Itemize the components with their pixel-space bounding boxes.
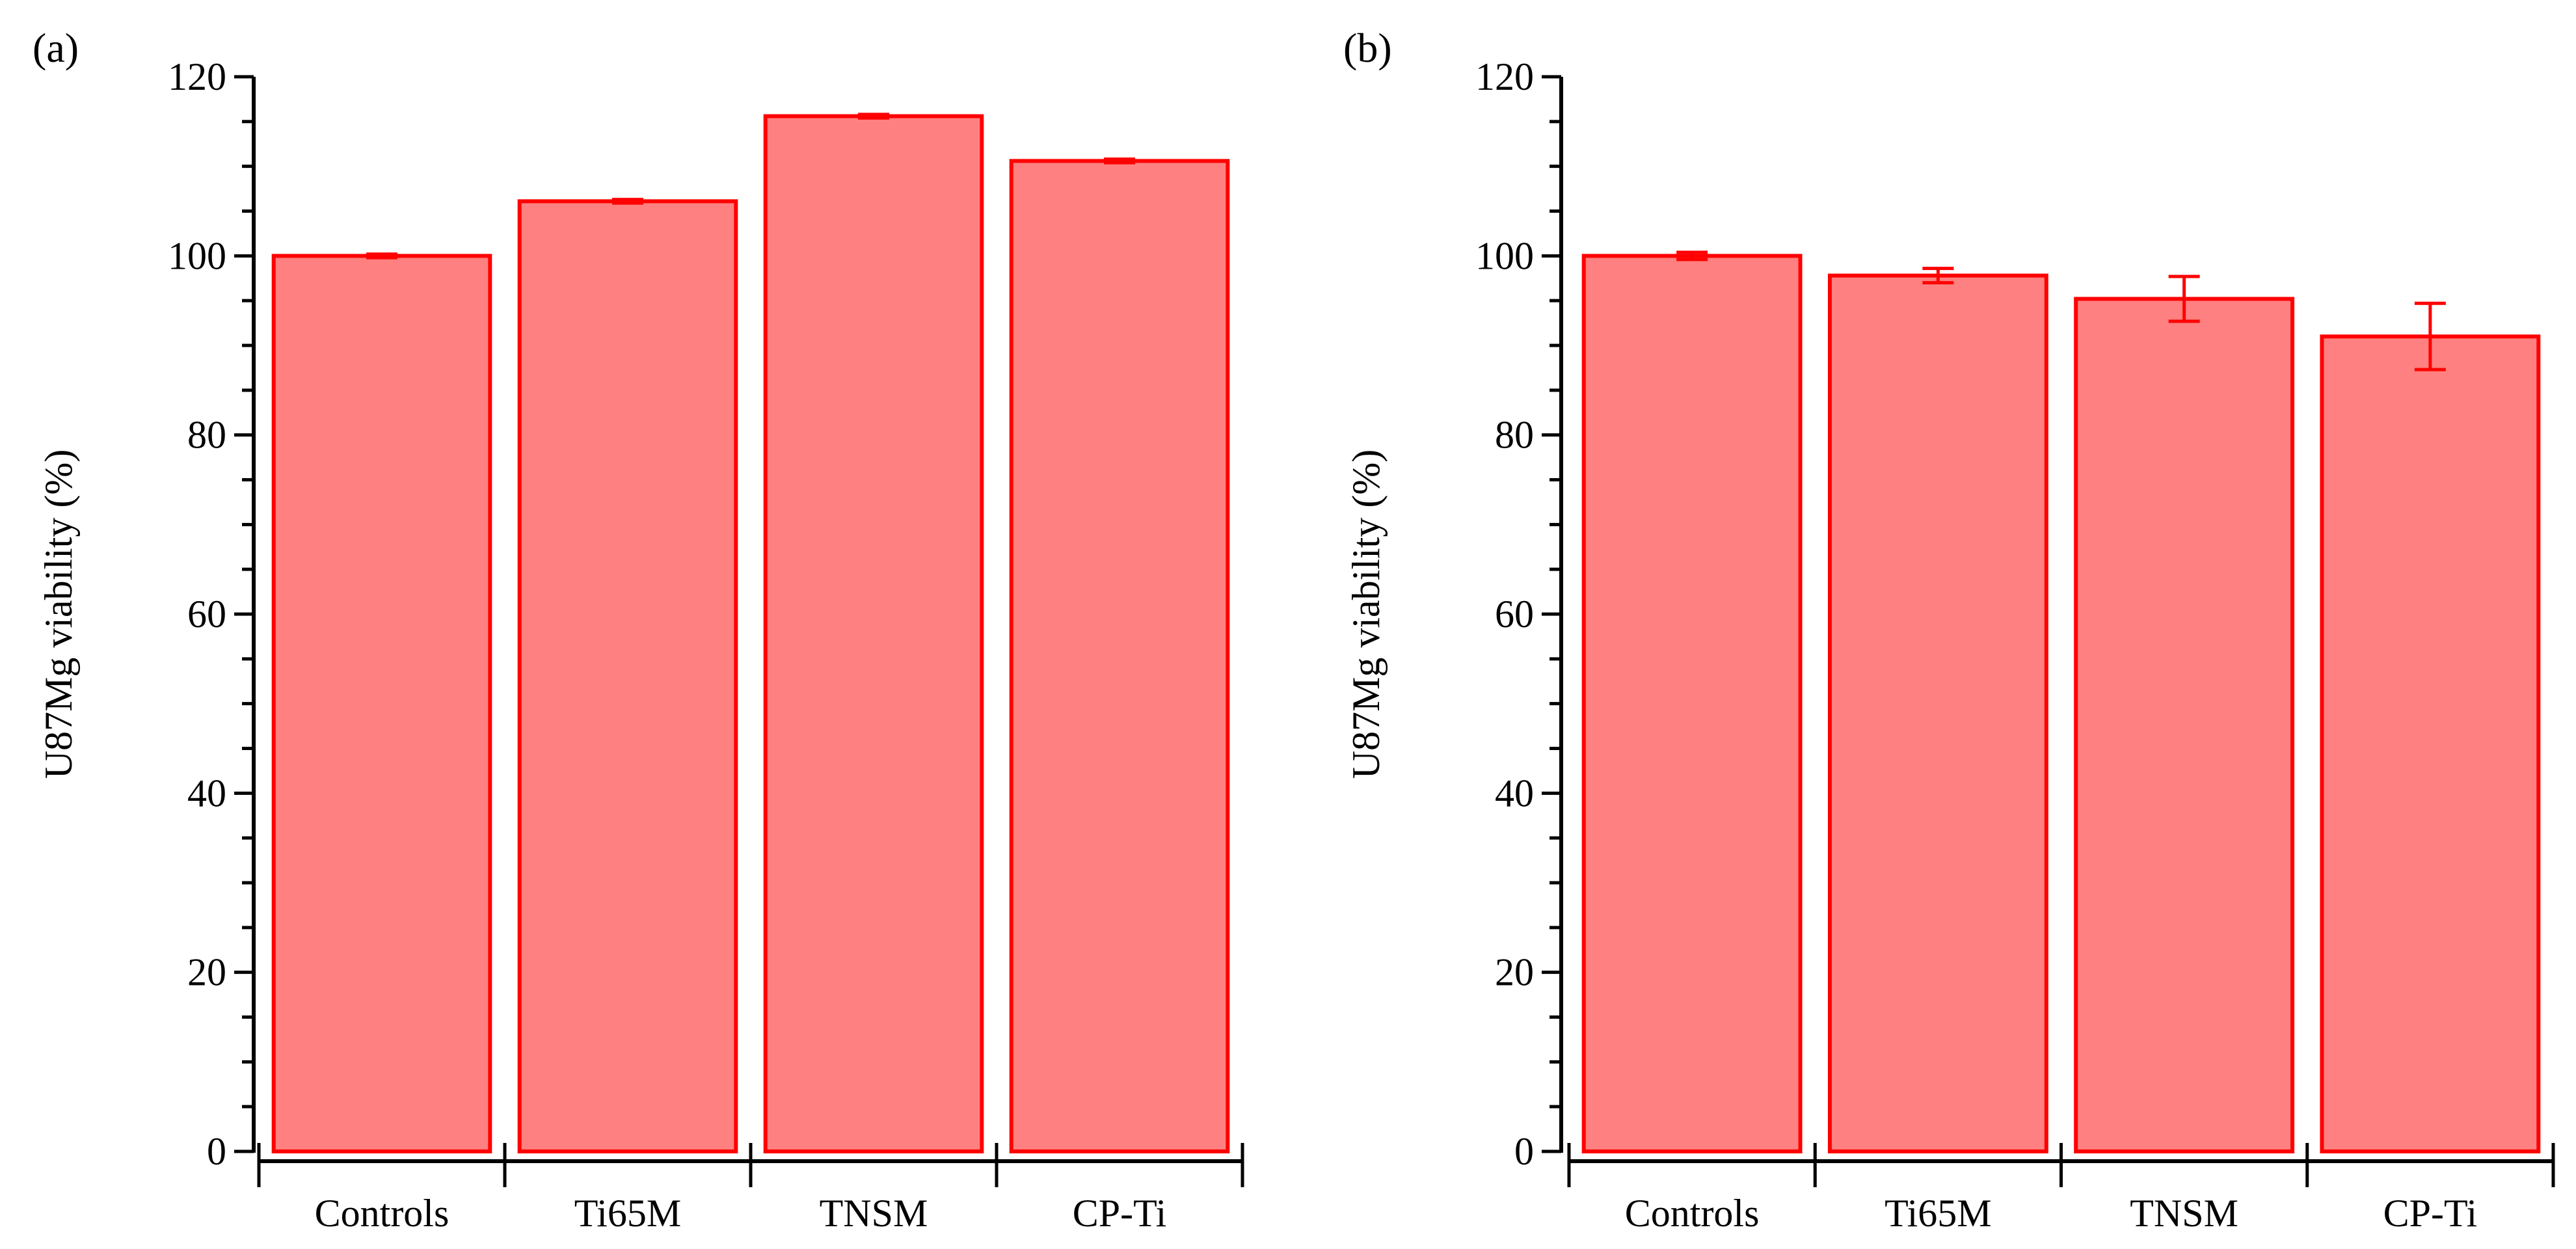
error-bar <box>858 113 889 120</box>
bar-cp-ti <box>2320 334 2541 1154</box>
x-category-label: TNSM <box>820 1192 928 1235</box>
error-bar <box>2168 275 2200 323</box>
y-tick-label: 20 <box>1495 951 1534 994</box>
y-tick-label: 120 <box>168 55 226 98</box>
panel-a: (a) 0 20 40 60 80 100 120 U87Mg viability (%) Con… <box>33 25 1244 1235</box>
panel-b: (b) 0 20 40 60 80 100 120 U87Mg viability (%) Con… <box>1343 25 2555 1235</box>
x-category-label: Controls <box>1625 1192 1760 1235</box>
y-tick-label: 100 <box>168 234 226 277</box>
y-tick-label: 100 <box>1475 234 1534 277</box>
bar-ti65m <box>517 199 738 1153</box>
x-category-label: Ti65M <box>1885 1192 1992 1235</box>
y-tick-label: 80 <box>187 414 226 457</box>
x-category-label: Ti65M <box>574 1192 682 1235</box>
bar-tnsm <box>2074 297 2295 1153</box>
y-tick-label: 60 <box>1495 593 1534 636</box>
y-tick-label: 0 <box>1514 1130 1534 1173</box>
x-category-label: Controls <box>315 1192 449 1235</box>
error-bar <box>1922 267 1954 285</box>
error-bar <box>366 252 397 260</box>
x-category-label: CP-Ti <box>2383 1192 2478 1235</box>
y-tick-label: 60 <box>187 593 226 636</box>
panel-label: (a) <box>33 25 79 71</box>
error-bar <box>1104 157 1135 165</box>
y-tick-label: 120 <box>1475 55 1534 98</box>
bar-cp-ti <box>1009 159 1230 1154</box>
panel-label: (b) <box>1343 25 1392 71</box>
y-tick-label: 20 <box>187 951 226 994</box>
error-bar <box>612 198 643 205</box>
error-bar <box>2414 301 2446 371</box>
bar-ti65m <box>1827 273 2048 1153</box>
bar-controls <box>271 254 492 1153</box>
x-category-label: CP-Ti <box>1073 1192 1167 1235</box>
y-tick-label: 40 <box>187 772 226 814</box>
y-tick-label: 0 <box>207 1130 226 1173</box>
y-tick-label: 40 <box>1495 772 1534 814</box>
y-axis-title: U87Mg viability (%) <box>1345 450 1388 779</box>
y-axis-title: U87Mg viability (%) <box>37 450 80 779</box>
y-tick-label: 80 <box>1495 414 1534 457</box>
bar-controls <box>1581 254 1803 1153</box>
bar-tnsm <box>763 114 984 1153</box>
error-bar <box>1676 250 1708 262</box>
x-category-label: TNSM <box>2130 1192 2238 1235</box>
